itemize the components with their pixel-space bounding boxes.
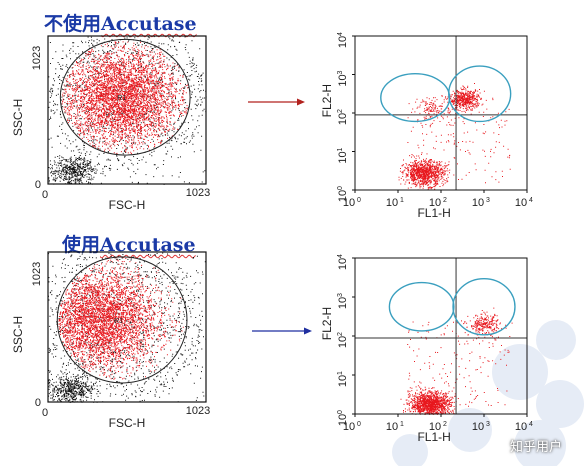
dot-cloud — [48, 36, 207, 185]
title-plain-text: 使用 — [62, 234, 101, 256]
x-tick-label: 10 — [429, 197, 441, 209]
x-tick-exponent: 1 — [400, 421, 404, 428]
arrow-top — [248, 98, 305, 106]
x-tick-label: 10 — [472, 197, 484, 209]
y-tick-exponent: 1 — [337, 147, 344, 151]
y-tick-exponent: 1 — [337, 371, 344, 375]
x-tick-exponent: 1 — [400, 197, 404, 204]
x-tick-label: 10 — [515, 421, 527, 433]
x-tick-label: 0 — [42, 407, 48, 419]
red-events — [400, 307, 513, 415]
y-tick-label: 10 — [337, 151, 349, 163]
y-tick-label: 10 — [337, 36, 349, 48]
x-axis-label: FL1-H — [417, 206, 450, 220]
black-events — [48, 36, 207, 185]
y-tick-label: 1023 — [31, 46, 43, 70]
plot-frame — [47, 35, 207, 185]
background-circle — [536, 320, 576, 360]
arrow-bottom — [252, 327, 312, 335]
background-circle — [392, 434, 428, 466]
y-tick-label: 10 — [337, 113, 349, 125]
black-events — [48, 252, 207, 403]
title-brand-text: Accutase — [101, 13, 197, 35]
gate-ellipse — [56, 256, 188, 384]
x-tick-label: 10 — [343, 197, 355, 209]
scatter-panel-bottom-left: R1 00 1023 1023 FSC-H SSC-H — [11, 251, 210, 430]
x-tick-exponent: 3 — [486, 197, 490, 204]
background-circle — [492, 344, 548, 400]
y-tick-label: 10 — [337, 74, 349, 86]
y-tick-label: 10 — [337, 336, 349, 348]
y-tick-label: 10 — [337, 190, 349, 202]
dot-cloud — [398, 83, 511, 191]
y-tick-exponent: 4 — [337, 254, 344, 258]
y-tick-exponent: 2 — [337, 109, 344, 113]
y-tick-exponent: 3 — [337, 70, 344, 74]
dot-cloud — [400, 307, 513, 415]
y-tick-exponent: 3 — [337, 293, 344, 297]
y-axis-label: SSC-H — [11, 99, 25, 136]
red-events — [398, 83, 511, 191]
scatter-panel-top-left: R1 00 1023 1023 FSC-H SSC-H — [11, 35, 210, 212]
x-tick-exponent: 0 — [357, 421, 361, 428]
x-tick-exponent: 4 — [529, 421, 533, 428]
title-without-accutase: 不使用Accutase — [44, 9, 197, 36]
x-tick-label: 10 — [343, 421, 355, 433]
x-tick-label: 10 — [429, 421, 441, 433]
title-brand-text: Accutase — [100, 234, 196, 256]
gate-ellipse-1 — [380, 73, 451, 123]
gate-label: R1 — [114, 318, 123, 325]
background-circle — [448, 408, 492, 452]
y-axis-label: SSC-H — [11, 316, 25, 353]
title-with-accutase: 使用Accutase — [62, 230, 196, 257]
y-tick-exponent: 4 — [337, 32, 344, 36]
background-circle — [514, 420, 566, 466]
y-tick-label: 0 — [35, 397, 41, 409]
y-tick-label: 0 — [35, 179, 41, 191]
x-tick-label: 10 — [386, 421, 398, 433]
red-gated-events — [61, 41, 189, 154]
arrow-head — [297, 98, 305, 106]
gate-ellipse-1 — [388, 281, 455, 332]
gate-ellipse — [59, 38, 191, 156]
y-tick-label: 10 — [337, 258, 349, 270]
x-axis-label: FSC-H — [109, 198, 146, 212]
red-gated-events — [58, 258, 184, 380]
gate-label: R1 — [117, 95, 126, 102]
title-plain-text: 不使用 — [44, 13, 102, 35]
x-axis-label: FL1-H — [417, 430, 450, 444]
dot-cloud — [48, 252, 207, 403]
x-tick-label: 1023 — [186, 187, 210, 199]
background-circle — [536, 380, 584, 428]
x-tick-label: 0 — [42, 189, 48, 201]
y-axis-label: FL2-H — [320, 84, 334, 117]
gate-ellipse-2 — [452, 277, 516, 336]
x-tick-label: 1023 — [186, 405, 210, 417]
x-tick-label: 10 — [472, 421, 484, 433]
arrow-head — [304, 327, 312, 335]
x-tick-label: 10 — [386, 197, 398, 209]
y-tick-label: 10 — [337, 375, 349, 387]
x-axis-label: FSC-H — [109, 416, 146, 430]
y-axis-label: FL2-H — [320, 307, 334, 340]
plot-frame — [47, 251, 207, 403]
y-tick-label: 1023 — [31, 262, 43, 286]
background-decoration — [392, 320, 584, 466]
y-tick-label: 10 — [337, 297, 349, 309]
x-tick-exponent: 3 — [486, 421, 490, 428]
y-tick-label: 10 — [337, 414, 349, 426]
y-tick-exponent: 2 — [337, 332, 344, 336]
x-tick-exponent: 4 — [529, 197, 533, 204]
y-tick-exponent: 0 — [337, 186, 344, 190]
x-tick-exponent: 0 — [357, 197, 361, 204]
x-tick-exponent: 2 — [443, 197, 447, 204]
y-tick-exponent: 0 — [337, 410, 344, 414]
x-tick-exponent: 2 — [443, 421, 447, 428]
x-tick-label: 10 — [515, 197, 527, 209]
watermark: 知乎用户 — [509, 440, 562, 455]
gate-ellipse-2 — [448, 65, 512, 123]
